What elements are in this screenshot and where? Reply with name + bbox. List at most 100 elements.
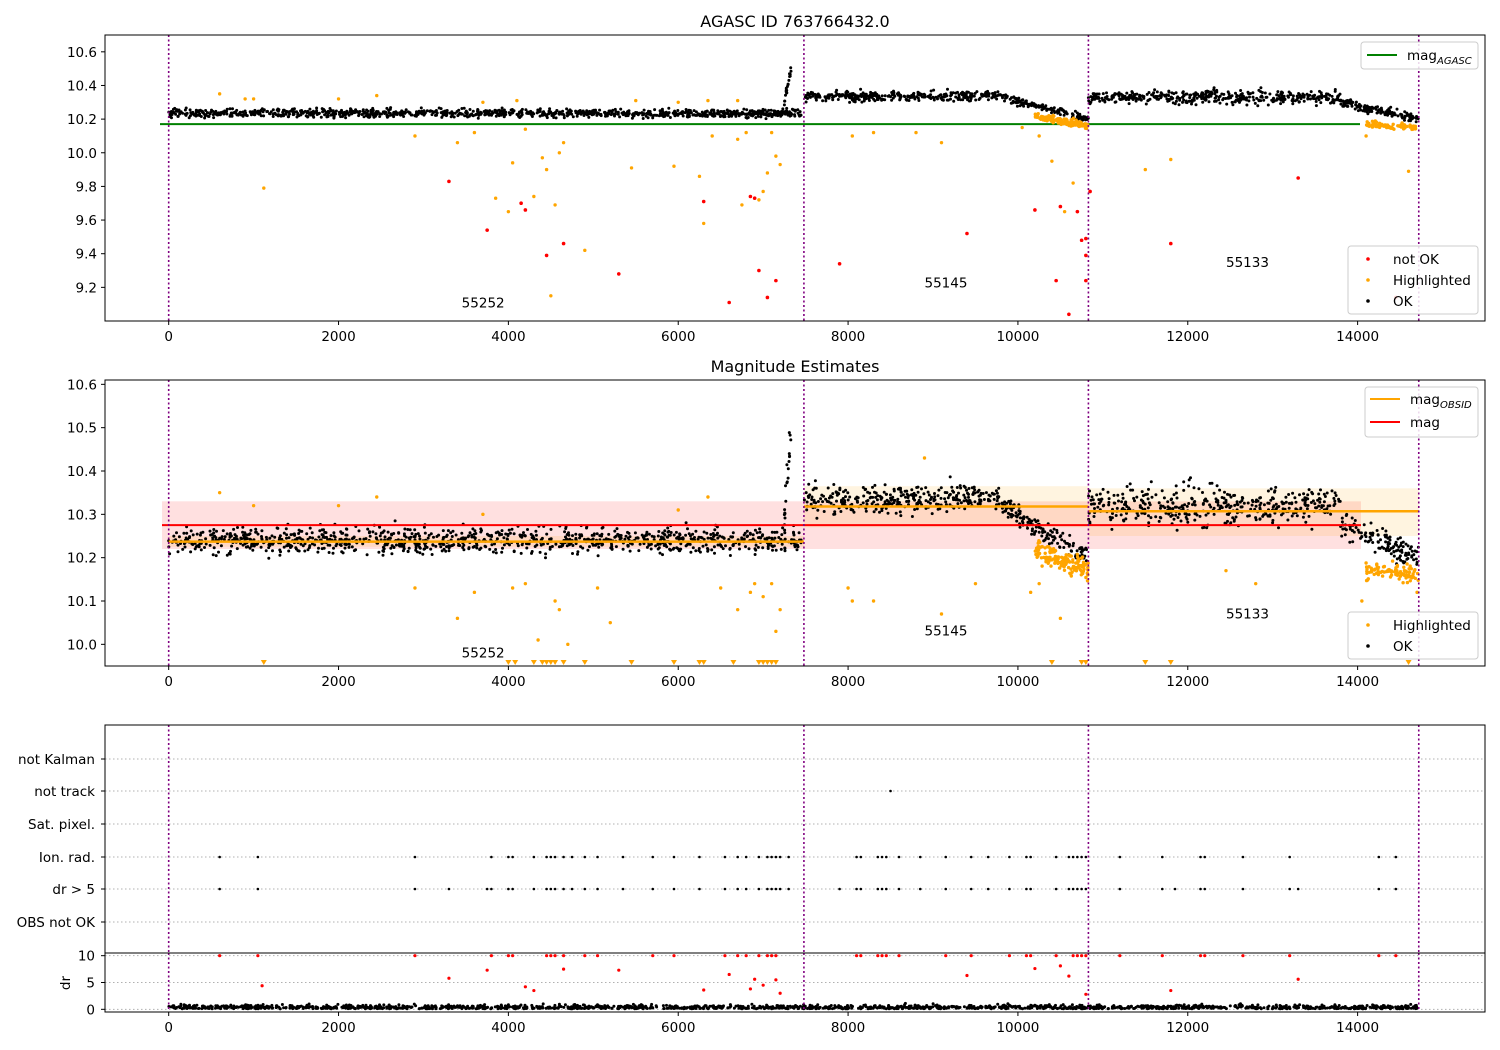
ok-point: [248, 110, 252, 114]
ok-point: [645, 111, 649, 115]
highlighted-point: [1372, 568, 1377, 572]
ok-point: [895, 92, 899, 96]
ok-point: [1149, 480, 1153, 484]
ok-point: [1281, 507, 1285, 511]
ok-point: [332, 546, 335, 550]
ok-point: [744, 545, 747, 549]
ok-point: [610, 545, 614, 549]
ok-point: [963, 486, 967, 489]
ok-point: [223, 109, 227, 113]
ok-point: [595, 111, 599, 115]
ok-point: [476, 108, 480, 112]
ok-point: [844, 495, 847, 499]
ok-point: [1193, 503, 1197, 507]
ok-point: [1246, 90, 1250, 94]
highlighted-point: [1082, 567, 1086, 571]
ok-point: [1030, 532, 1034, 536]
obsid-label: 55252: [462, 296, 505, 312]
ok-point: [310, 531, 314, 535]
ok-point: [1363, 104, 1367, 108]
x-tick-label: 12000: [1166, 329, 1209, 345]
ok-point: [460, 112, 464, 116]
ok-point: [913, 508, 917, 511]
ok-point: [212, 546, 216, 550]
not-ok-point: [616, 272, 621, 276]
ok-point: [831, 98, 835, 102]
ok-point: [706, 536, 710, 540]
ok-point: [343, 113, 347, 117]
highlighted-point: [1413, 568, 1417, 572]
ok-point: [662, 544, 666, 547]
ok-point: [392, 111, 396, 115]
ok-point: [1354, 103, 1358, 107]
highlighted-point: [472, 590, 477, 595]
ok-point: [709, 533, 713, 536]
ok-point: [1110, 527, 1114, 531]
ok-point: [666, 535, 670, 539]
ok-point: [941, 98, 945, 102]
ok-point: [883, 94, 887, 98]
highlighted-point: [217, 490, 222, 495]
highlighted-point: [1059, 564, 1063, 568]
ok-point: [184, 112, 188, 116]
highlighted-point: [1076, 566, 1080, 570]
ok-point: [1391, 546, 1395, 550]
flag-point: [889, 789, 892, 793]
ok-point: [1322, 500, 1326, 504]
ok-point: [1071, 113, 1075, 117]
ok-point: [796, 108, 800, 112]
ok-point: [282, 545, 286, 549]
ok-point: [289, 533, 293, 537]
ok-point: [462, 106, 466, 110]
ok-point: [640, 533, 644, 537]
ok-point: [1146, 99, 1150, 103]
ok-point: [426, 536, 430, 540]
ok-point: [805, 500, 809, 504]
ok-point: [447, 544, 451, 548]
not-ok-point: [523, 208, 528, 212]
ok-point: [1217, 95, 1221, 99]
highlighted-point: [455, 140, 460, 145]
ok-point: [1343, 533, 1347, 537]
ok-point: [1290, 99, 1294, 103]
ok-point: [344, 537, 348, 541]
ok-point: [1234, 91, 1237, 95]
ok-point: [282, 531, 286, 535]
ok-point: [529, 532, 533, 536]
ok-point: [667, 106, 671, 110]
highlighted-point: [375, 93, 379, 98]
ok-point: [804, 100, 808, 104]
ok-point: [920, 487, 923, 491]
ok-point: [880, 94, 884, 98]
ok-point: [278, 534, 282, 538]
ok-point: [1248, 95, 1251, 99]
ok-point: [1328, 504, 1332, 508]
ok-point: [792, 533, 796, 537]
ok-point: [1022, 104, 1026, 108]
ok-point: [188, 108, 192, 112]
ok-point: [782, 513, 786, 517]
ok-point: [868, 95, 872, 99]
ok-point: [782, 103, 786, 107]
ok-point: [1216, 503, 1220, 507]
ok-point: [592, 532, 596, 536]
ok-point: [666, 526, 670, 530]
ok-point: [614, 545, 618, 549]
ok-point: [856, 496, 860, 500]
highlighted-point: [1033, 115, 1038, 119]
ok-point: [926, 500, 930, 504]
ok-point: [737, 542, 741, 546]
ok-point: [538, 114, 542, 118]
ok-point: [679, 537, 683, 540]
ok-point: [1339, 102, 1343, 106]
ok-point: [662, 115, 666, 119]
highlighted-point: [676, 100, 680, 104]
ok-point: [766, 547, 770, 550]
ok-point: [976, 502, 980, 506]
legend-label: Highlighted: [1393, 273, 1471, 289]
ok-point: [228, 535, 232, 539]
ok-point: [230, 544, 234, 548]
ok-point: [220, 537, 223, 541]
ok-point: [172, 534, 176, 538]
highlighted-point: [1053, 556, 1058, 560]
